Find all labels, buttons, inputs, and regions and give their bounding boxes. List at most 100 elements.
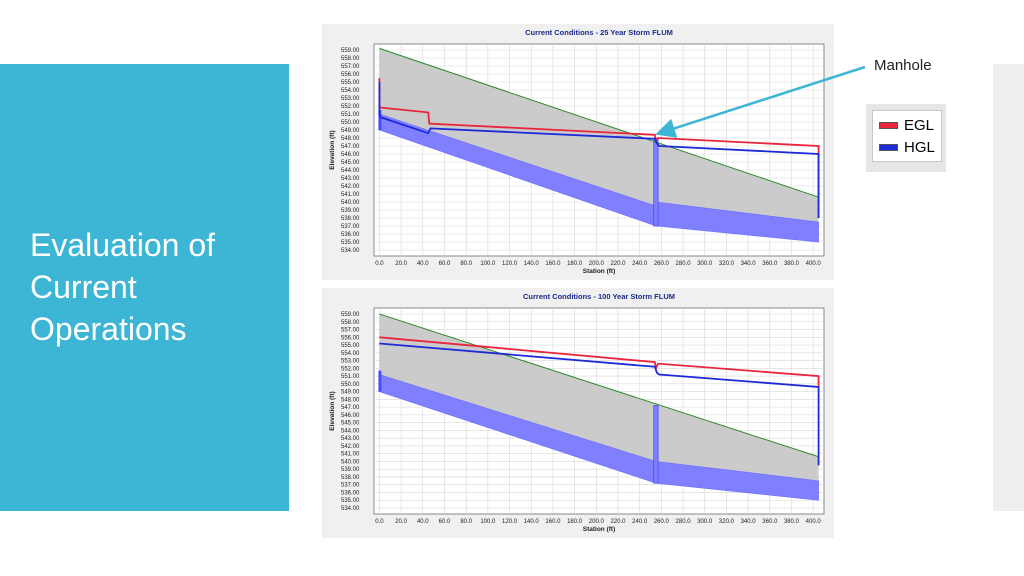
x-tick-label: 100.0 [480,519,496,525]
x-tick-label: 300.0 [697,519,713,525]
y-tick-label: 536.00 [341,490,360,496]
x-tick-label: 20.0 [395,261,407,267]
y-tick-label: 535.00 [341,240,360,246]
ground-line [379,313,819,458]
x-tick-label: 260.0 [654,519,670,525]
manhole-structure [653,405,659,484]
y-tick-label: 545.00 [341,421,360,427]
x-tick-label: 240.0 [632,519,648,525]
x-tick-label: 140.0 [524,519,540,525]
y-tick-label: 543.00 [341,436,360,442]
y-tick-label: 544.00 [341,428,360,434]
y-tick-label: 547.00 [341,405,360,411]
x-tick-label: 200.0 [589,261,605,267]
inlet-structure [378,370,382,392]
x-tick-label: 220.0 [610,519,626,525]
y-tick-label: 552.00 [341,366,360,372]
x-tick-label: 380.0 [784,261,800,267]
y-tick-label: 557.00 [341,64,360,70]
x-tick-label: 180.0 [567,261,583,267]
x-tick-label: 60.0 [439,261,451,267]
x-tick-label: 240.0 [632,261,648,267]
x-tick-label: 120.0 [502,519,518,525]
series-line-hgl [378,82,820,218]
x-tick-label: 0.0 [375,261,384,267]
title-panel [0,64,289,511]
x-tick-label: 300.0 [697,261,713,267]
y-tick-label: 556.00 [341,335,360,341]
y-tick-label: 538.00 [341,216,360,222]
x-tick-label: 120.0 [502,261,518,267]
y-tick-label: 539.00 [341,467,360,473]
legend-item-hgl: HGL [879,137,935,157]
y-tick-label: 554.00 [341,88,360,94]
soil-cover-area [379,48,819,223]
y-tick-label: 559.00 [341,48,360,54]
y-tick-label: 537.00 [341,224,360,230]
x-tick-label: 80.0 [460,519,472,525]
x-tick-label: 40.0 [417,261,429,267]
y-tick-label: 555.00 [341,80,360,86]
y-tick-label: 536.00 [341,232,360,238]
ground-line [379,47,819,198]
y-tick-label: 540.00 [341,459,360,465]
legend-label-egl: EGL [904,116,935,134]
y-tick-label: 542.00 [341,184,360,190]
x-tick-label: 20.0 [395,519,407,525]
y-tick-label: 544.00 [341,168,360,174]
x-tick-label: 280.0 [676,519,692,525]
y-tick-label: 534.00 [341,248,360,254]
x-tick-label: 0.0 [375,519,384,525]
chart-25-year-storm: 559.00 558.00 557.00 556.00 555.00 554.00 553.… [322,24,834,280]
x-tick-label: 100.0 [480,261,496,267]
manhole-callout-label: Manhole [874,57,932,74]
legend-panel: EGL HGL [872,110,942,162]
x-tick-label: 320.0 [719,519,735,525]
y-tick-label: 551.00 [341,112,360,118]
y-tick-label: 552.00 [341,104,360,110]
y-tick-label: 549.00 [341,390,360,396]
x-tick-label: 60.0 [439,519,451,525]
y-tick-label: 557.00 [341,328,360,334]
y-tick-label: 558.00 [341,320,360,326]
x-tick-label: 320.0 [719,261,735,267]
x-tick-label: 160.0 [545,519,561,525]
x-tick-label: 380.0 [784,519,800,525]
x-tick-label: 400.0 [806,261,822,267]
slide-title: Evaluation of Current Operations [30,227,216,347]
y-tick-label: 541.00 [341,192,360,198]
legend: EGL HGL [866,104,946,172]
series-line-hgl [379,342,820,466]
y-axis-label: Elevation (ft) [329,130,336,169]
y-tick-label: 538.00 [341,475,360,481]
y-tick-label: 546.00 [341,152,360,158]
x-tick-label: 340.0 [741,261,757,267]
x-tick-label: 260.0 [654,261,670,267]
y-tick-label: 554.00 [341,351,360,357]
inlet-structure [378,110,382,130]
y-tick-label: 545.00 [341,160,360,166]
y-tick-label: 549.00 [341,128,360,134]
y-axis-label: Elevation (ft) [329,391,336,430]
y-tick-label: 535.00 [341,498,360,504]
y-tick-label: 555.00 [341,343,360,349]
x-tick-label: 400.0 [806,519,822,525]
x-tick-label: 280.0 [676,261,692,267]
y-tick-label: 550.00 [341,382,360,388]
y-tick-label: 559.00 [341,312,360,318]
y-tick-label: 551.00 [341,374,360,380]
y-tick-label: 534.00 [341,506,360,512]
legend-swatch-hgl [879,143,898,151]
soil-cover-area [379,314,819,481]
x-tick-label: 80.0 [460,261,472,267]
chart-title: Current Conditions - 25 Year Storm FLUM [525,28,673,37]
x-tick-label: 360.0 [762,261,778,267]
manhole-structure [653,137,659,227]
x-tick-label: 360.0 [762,519,778,525]
y-tick-label: 548.00 [341,397,360,403]
y-tick-label: 547.00 [341,144,360,150]
y-tick-label: 537.00 [341,483,360,489]
x-tick-label: 40.0 [417,519,429,525]
right-edge-strip [993,64,1024,511]
